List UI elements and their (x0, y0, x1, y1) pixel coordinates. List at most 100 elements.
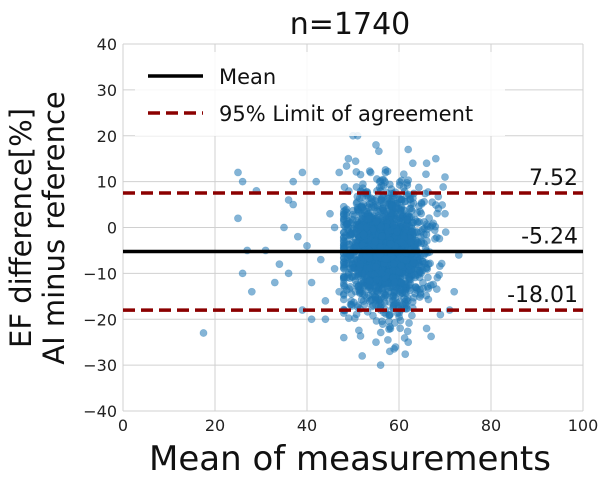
data-point (403, 181, 412, 189)
data-point (402, 256, 411, 265)
data-point (395, 195, 404, 204)
data-point (381, 166, 390, 174)
data-point (404, 145, 413, 154)
data-point (390, 344, 399, 353)
legend-label-mean: Mean (219, 65, 276, 89)
data-point (425, 214, 434, 222)
data-point (393, 227, 401, 236)
legend: Mean 95% Limit of agreement (135, 52, 505, 136)
data-point (405, 281, 414, 290)
data-point (409, 259, 418, 267)
data-point (284, 196, 293, 204)
data-point (356, 332, 365, 340)
data-point (378, 232, 387, 241)
y-tick-label: −40 (83, 402, 117, 421)
data-point (397, 238, 406, 247)
data-point (330, 264, 339, 273)
reference-lines (123, 191, 583, 312)
y-tick-label: 20 (97, 127, 117, 146)
data-point (316, 255, 325, 264)
data-point (307, 315, 316, 324)
data-point (360, 209, 369, 218)
legend-box (135, 52, 505, 136)
legend-item-mean: Mean (148, 65, 276, 89)
data-point (365, 167, 374, 176)
scatter-points (199, 131, 463, 370)
data-point (396, 324, 405, 333)
y-tick-label: 30 (97, 81, 117, 100)
data-point (436, 310, 445, 319)
data-point (339, 253, 348, 262)
data-point (330, 223, 339, 232)
data-point (441, 228, 450, 237)
legend-label-limit: 95% Limit of agreement (219, 102, 473, 126)
data-point (303, 241, 311, 250)
data-point (351, 157, 360, 166)
x-tick-label: 20 (205, 416, 225, 435)
data-point (381, 255, 390, 263)
y-axis-label-line1: EF difference[%] (4, 108, 38, 348)
data-point (429, 280, 438, 289)
data-point (416, 207, 424, 216)
data-point (280, 223, 288, 232)
data-point (427, 332, 436, 341)
data-point (408, 311, 416, 320)
data-point (410, 228, 419, 237)
data-point (352, 243, 361, 252)
data-point (372, 338, 380, 347)
data-point (413, 253, 421, 262)
data-point (408, 159, 417, 168)
data-point (247, 287, 256, 296)
data-point (431, 154, 440, 163)
data-point (377, 196, 386, 205)
data-point (422, 159, 431, 168)
data-point (428, 221, 437, 230)
data-point (377, 269, 386, 278)
data-point (422, 324, 431, 333)
data-point (439, 183, 448, 191)
data-point (357, 203, 366, 211)
data-point (321, 315, 330, 324)
y-tick-label: 0 (107, 219, 117, 238)
data-point (376, 222, 385, 231)
data-point (339, 291, 348, 299)
data-point (339, 273, 348, 282)
data-point (270, 278, 279, 287)
y-tick-label: −10 (83, 264, 117, 283)
data-point (389, 221, 398, 229)
data-point (352, 168, 361, 176)
data-point (326, 209, 334, 218)
data-point (346, 282, 355, 291)
chart-title: n=1740 (290, 7, 411, 42)
data-point (356, 260, 365, 269)
data-point (433, 273, 442, 282)
data-point (357, 295, 366, 304)
data-point (395, 178, 404, 186)
x-tick-label: 80 (481, 416, 501, 435)
data-point (364, 214, 373, 223)
data-point (347, 290, 356, 298)
data-point (415, 218, 424, 226)
data-point (431, 234, 439, 243)
x-axis-label: Mean of measurements (149, 439, 551, 478)
data-point (389, 259, 398, 268)
data-point (371, 293, 380, 302)
data-point (390, 278, 399, 286)
data-point (347, 302, 356, 310)
data-point (307, 278, 316, 287)
data-point (344, 154, 353, 163)
y-tick-label: 10 (97, 173, 117, 192)
y-axis-label-line2: AI minus reference (37, 91, 71, 364)
data-point (386, 324, 395, 333)
data-point (238, 177, 247, 186)
data-point (284, 269, 293, 278)
data-point (374, 301, 383, 310)
data-point (392, 204, 400, 212)
data-point (405, 319, 413, 327)
data-point (407, 221, 416, 230)
data-point (359, 230, 368, 239)
data-point (424, 273, 432, 282)
data-point (312, 177, 321, 186)
data-point (293, 232, 302, 241)
